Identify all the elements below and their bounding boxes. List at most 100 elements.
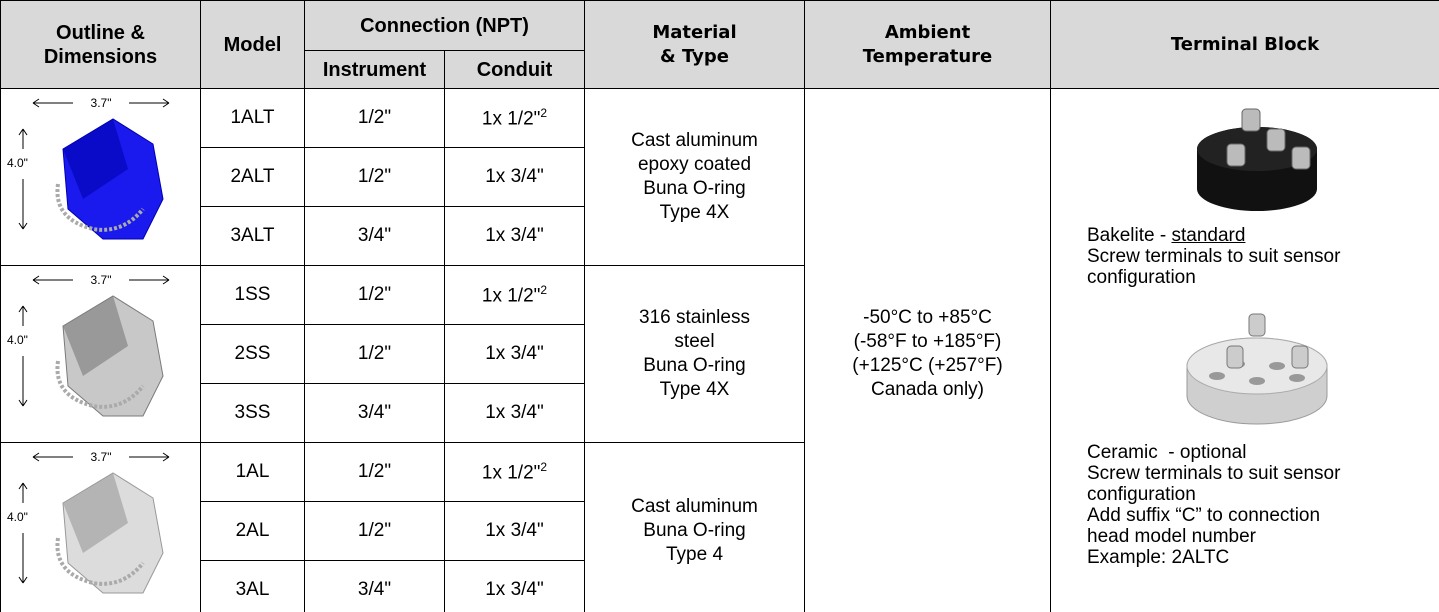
terminal-cell: Bakelite - standard Screw terminals to su… <box>1050 88 1439 612</box>
screw-terminal <box>1291 146 1311 170</box>
data-row: 2ALT 1/2" 1x 3/4" <box>1 147 1439 207</box>
material-cell: Cast aluminum Buna O-ring Type 4 <box>584 442 805 612</box>
height-label: 4.0" <box>7 333 28 347</box>
conduit-size: 1x 3/4" <box>485 520 544 541</box>
footnote-mark: 2 <box>540 282 548 297</box>
outline-cell: 3.7" 4.0" <box>0 88 201 266</box>
bakelite-label: Bakelite - <box>1087 225 1172 246</box>
dimension-arrow <box>128 98 169 108</box>
conduit-cell: 1x 3/4" <box>444 206 585 266</box>
text-line: Dimensions <box>43 45 158 68</box>
conduit-size: 1x 3/4" <box>485 402 544 423</box>
text-line: (-58°F to +185°F) <box>853 331 1002 352</box>
text-line: Add suffix “C” to connection <box>1087 505 1321 526</box>
conduit-cell: 1x 1/2"2 <box>444 88 585 148</box>
ambient-cell: -50°C to +85°C (-58°F to +185°F) (+125°C (… <box>804 88 1051 612</box>
screw-terminal <box>1226 345 1244 369</box>
dimension-arrow <box>32 275 73 285</box>
dimension-arrow <box>18 356 27 407</box>
conduit-size: 1x 3/4" <box>485 343 544 364</box>
header-cell: Model <box>200 0 305 89</box>
height-label: 4.0" <box>7 510 28 524</box>
outline-cell: 3.7" 4.0" <box>0 442 201 612</box>
ceramic-hole <box>1249 377 1265 385</box>
data-row: 3.7" 4.0" 1SS 1/2" 1x 1/2"2 316 stainless stee… <box>0 265 1439 443</box>
conduit-cell: 1x 3/4" <box>444 560 585 612</box>
instrument-cell: 1/2" <box>304 442 445 502</box>
header-cell: Material & Type <box>584 0 805 89</box>
text-line: head model number <box>1087 526 1256 547</box>
instrument-cell: 1/2" <box>304 501 445 561</box>
outline-cell: 3.7" 4.0" <box>0 265 201 443</box>
text-line: & Type <box>660 45 729 67</box>
header-cell: Instrument <box>304 50 445 89</box>
header-cell: Ambient Temperature <box>804 0 1051 89</box>
screw-terminal <box>1248 313 1266 337</box>
conduit-cell: 1x 3/4" <box>444 324 585 384</box>
conduit-cell: 1x 3/4" <box>444 501 585 561</box>
model-cell: 3ALT <box>200 206 305 266</box>
footnote-mark: 2 <box>540 105 548 120</box>
model-cell: 1SS <box>200 265 305 325</box>
width-label: 3.7" <box>90 450 111 464</box>
data-row: 3ALT 3/4" 1x 3/4" <box>1 206 1439 266</box>
conduit-cell: 1x 1/2"2 <box>444 442 585 502</box>
data-row: 3AL 3/4" 1x 3/4" <box>1 560 1439 612</box>
chain <box>54 360 145 409</box>
text-line: Buna O-ring <box>643 520 746 541</box>
ceramic-hole <box>1289 374 1305 382</box>
text-line: Bakelite - standard <box>1087 225 1439 246</box>
screw-terminal <box>1266 128 1286 152</box>
ceramic-hole <box>1209 372 1225 380</box>
text-line: Screw terminals to suit sensor <box>1087 463 1341 484</box>
model-cell: 2ALT <box>200 147 305 207</box>
conduit-cell: 1x 3/4" <box>444 383 585 443</box>
text-line: Type 4X <box>659 379 730 400</box>
model-cell: 3AL <box>200 560 305 612</box>
chain <box>54 537 145 586</box>
model-cell: 1AL <box>200 442 305 502</box>
enclosure-lid <box>62 296 128 376</box>
text-line: Temperature <box>862 45 993 67</box>
model-cell: 2SS <box>200 324 305 384</box>
header-cell: Outline & Dimensions <box>0 0 201 89</box>
ceramic-image <box>1186 313 1328 425</box>
instrument-cell: 3/4" <box>304 206 445 266</box>
dimension-arrow <box>18 533 27 584</box>
dimension-arrow <box>32 452 73 462</box>
footnote-mark: 2 <box>540 459 548 474</box>
material-cell: 316 stainless steel Buna O-ring Type 4X <box>584 265 805 443</box>
height-label: 4.0" <box>7 156 28 170</box>
text-line: Canada only) <box>870 379 985 400</box>
enclosure-lid <box>62 119 128 199</box>
enclosure-drawing: 3.7" 4.0" <box>7 273 169 417</box>
dimension-arrow <box>32 98 73 108</box>
conduit-size: 1x 1/2" <box>481 108 541 130</box>
model-cell: 1ALT <box>200 88 305 148</box>
header-cell: Terminal Block <box>1050 0 1439 89</box>
text-line: Cast aluminum <box>631 130 758 151</box>
conduit-size: 1x 3/4" <box>485 579 544 600</box>
text-line: Screw terminals to suit sensor <box>1087 246 1341 267</box>
width-label: 3.7" <box>90 273 111 287</box>
text-line: Type 4 <box>665 544 724 565</box>
text-line: Buna O-ring <box>643 355 746 376</box>
bakelite-image <box>1197 108 1317 211</box>
screw-terminal <box>1291 345 1309 369</box>
conduit-size: 1x 1/2" <box>481 462 541 484</box>
model-cell: 3SS <box>200 383 305 443</box>
screw-terminal <box>1226 143 1246 167</box>
conduit-cell: 1x 1/2"2 <box>444 265 585 325</box>
data-row: 3.7" 4.0" 1AL 1/2" 1x 1/2"2 Cast aluminum Buna… <box>0 442 1439 612</box>
text-line: Outline & <box>56 21 145 44</box>
dimension-arrow <box>18 305 27 326</box>
text-line: 316 stainless <box>639 307 750 328</box>
data-row: 2AL 1/2" 1x 3/4" <box>1 501 1439 561</box>
chain <box>54 183 145 232</box>
text-line: Ceramic - optional <box>1087 442 1247 463</box>
text-line: Type 4X <box>659 202 730 223</box>
screw-terminal <box>1241 108 1261 132</box>
dimension-arrow <box>18 128 27 149</box>
text-line: (+125°C (+257°F) <box>852 355 1003 376</box>
